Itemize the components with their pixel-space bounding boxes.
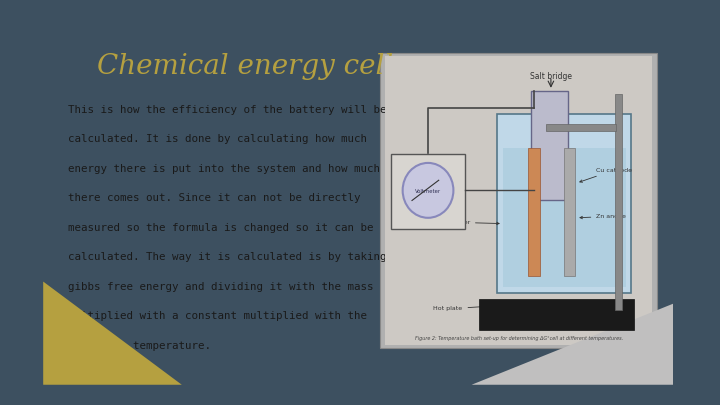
Text: calculated. It is done by calculating how much: calculated. It is done by calculating ho… <box>68 134 367 144</box>
Text: 800-mL beaker: 800-mL beaker <box>423 220 499 225</box>
Text: Cu cathode: Cu cathode <box>580 168 632 182</box>
Text: Hot plate: Hot plate <box>433 304 515 311</box>
Text: change in temperature.: change in temperature. <box>68 341 212 350</box>
Bar <box>615 94 621 310</box>
Bar <box>528 149 540 275</box>
Text: Figure 2: Temperature bath set-up for determining ΔG°cell at different temperatu: Figure 2: Temperature bath set-up for de… <box>415 336 623 341</box>
Text: Salt bridge: Salt bridge <box>530 72 572 81</box>
Text: measured so the formula is changed so it can be: measured so the formula is changed so it… <box>68 223 374 232</box>
Circle shape <box>402 163 454 218</box>
Bar <box>531 91 568 200</box>
Text: multiplied with a constant multiplied with the: multiplied with a constant multiplied wi… <box>68 311 367 321</box>
Bar <box>391 154 465 229</box>
FancyBboxPatch shape <box>380 53 657 348</box>
Polygon shape <box>43 281 181 385</box>
Bar <box>564 149 575 275</box>
Polygon shape <box>472 304 673 385</box>
Text: there comes out. Since it can not be directly: there comes out. Since it can not be dir… <box>68 193 361 203</box>
Text: energy there is put into the system and how much: energy there is put into the system and … <box>68 164 380 174</box>
Bar <box>479 299 634 330</box>
FancyBboxPatch shape <box>385 56 652 345</box>
Text: Voltmeter: Voltmeter <box>415 189 441 194</box>
Bar <box>498 114 631 293</box>
Bar <box>503 149 626 287</box>
Text: gibbs free energy and dividing it with the mass: gibbs free energy and dividing it with t… <box>68 281 374 292</box>
Text: Zn anode: Zn anode <box>580 214 626 219</box>
Text: Chemical energy cell: Chemical energy cell <box>96 53 393 80</box>
Bar <box>546 124 616 131</box>
Text: calculated. The way it is calculated is by taking the: calculated. The way it is calculated is … <box>68 252 413 262</box>
Text: This is how the efficiency of the battery will be: This is how the efficiency of the batter… <box>68 104 387 115</box>
